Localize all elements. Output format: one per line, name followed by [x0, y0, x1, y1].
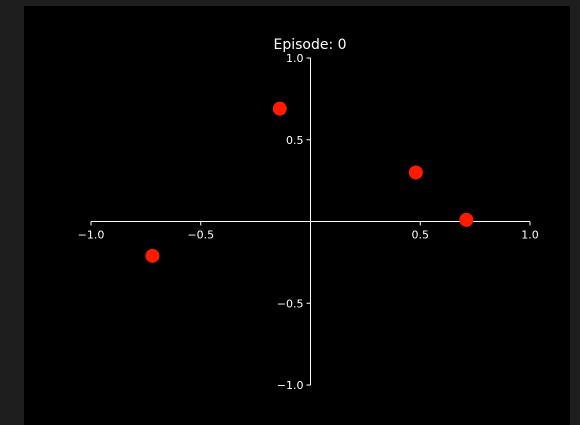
- figure-canvas: Episode: 0 −1.0 −0.5 0.5 1.0 1.0 0.5 −0.5 −1.0: [24, 6, 570, 425]
- axes: −1.0 −0.5 0.5 1.0 1.0 0.5 −0.5 −1.0: [78, 52, 539, 392]
- x-tick-label: −1.0: [78, 229, 105, 242]
- y-tick-label: 1.0: [286, 52, 304, 65]
- x-tick-label: −0.5: [187, 229, 214, 242]
- data-points: [145, 101, 474, 263]
- y-tick-label: −1.0: [277, 379, 304, 392]
- data-point: [459, 212, 474, 227]
- scatter-plot: Episode: 0 −1.0 −0.5 0.5 1.0 1.0 0.5 −0.5 −1.0: [78, 37, 539, 392]
- data-point: [408, 165, 423, 180]
- x-tick-label: 1.0: [521, 229, 539, 242]
- data-point: [272, 101, 287, 116]
- y-tick-label: −0.5: [277, 297, 304, 310]
- data-point: [145, 248, 160, 263]
- y-tick-label: 0.5: [286, 134, 304, 147]
- x-tick-label: 0.5: [412, 229, 430, 242]
- chart-title: Episode: 0: [273, 37, 346, 53]
